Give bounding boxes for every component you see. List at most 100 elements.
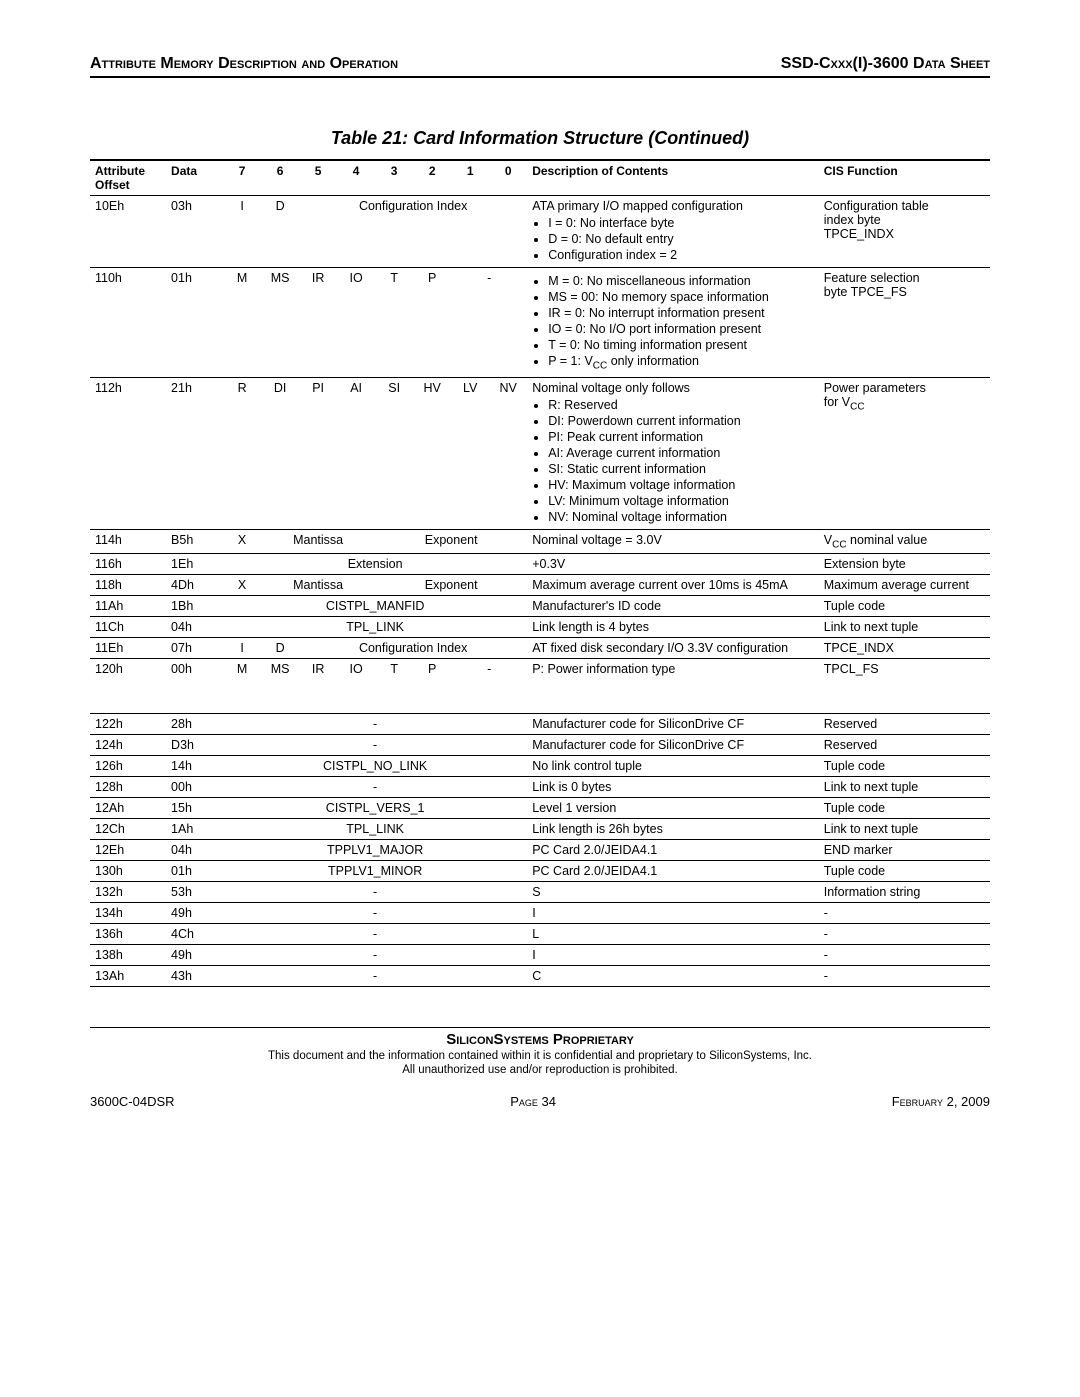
cis-text: Feature selection bbox=[824, 271, 920, 285]
cell-desc: M = 0: No miscellaneous information MS =… bbox=[527, 268, 819, 378]
cell-bits: TPL_LINK bbox=[223, 819, 527, 840]
cell-cis: Reserved bbox=[819, 714, 990, 735]
cell-data: 04h bbox=[166, 840, 223, 861]
table-row: 132h53h-SInformation string bbox=[90, 882, 990, 903]
list-item: IO = 0: No I/O port information present bbox=[548, 322, 814, 336]
cell-offset: 10Eh bbox=[90, 196, 166, 268]
cell-bit: P bbox=[413, 268, 451, 378]
header-left: Attribute Memory Description and Operati… bbox=[90, 55, 398, 73]
subscript: CC bbox=[850, 401, 864, 412]
header-right: SSD-Cxxx(I)-3600 Data Sheet bbox=[781, 55, 990, 73]
cell-bits: - bbox=[223, 945, 527, 966]
page-header: Attribute Memory Description and Operati… bbox=[90, 55, 990, 78]
table-row: 134h49h-I- bbox=[90, 903, 990, 924]
table-row: 11Eh 07h I D Configuration Index AT fixe… bbox=[90, 638, 990, 659]
cell-offset: 132h bbox=[90, 882, 166, 903]
cell-bits: - bbox=[223, 903, 527, 924]
cell-bits: Configuration Index bbox=[299, 196, 527, 268]
cell-cis: Reserved bbox=[819, 735, 990, 756]
cell-bits: - bbox=[223, 735, 527, 756]
table-row: 124hD3h-Manufacturer code for SiliconDri… bbox=[90, 735, 990, 756]
table-row: 110h 01h M MS IR IO T P - M = 0: No misc… bbox=[90, 268, 990, 378]
table-row: 13Ah43h-C- bbox=[90, 966, 990, 987]
cell-offset: 11Ah bbox=[90, 596, 166, 617]
cell-data: 01h bbox=[166, 861, 223, 882]
cell-bit: DI bbox=[261, 377, 299, 529]
table-row: 120h 00h M MS IR IO T P - P: Power infor… bbox=[90, 659, 990, 714]
table-row: 12Ah15hCISTPL_VERS_1Level 1 versionTuple… bbox=[90, 798, 990, 819]
cell-data: 53h bbox=[166, 882, 223, 903]
cell-cis: Tuple code bbox=[819, 596, 990, 617]
cell-cis: - bbox=[819, 903, 990, 924]
col-b7: 7 bbox=[223, 160, 261, 196]
cell-bit: T bbox=[375, 659, 413, 714]
page-footer: 3600C-04DSR Page 34 February 2, 2009 bbox=[90, 1094, 990, 1109]
col-b4: 4 bbox=[337, 160, 375, 196]
cell-offset: 11Eh bbox=[90, 638, 166, 659]
cell-offset: 126h bbox=[90, 756, 166, 777]
cell-bits: - bbox=[223, 714, 527, 735]
cell-bits: Exponent bbox=[375, 575, 527, 596]
table-row: 116h 1Eh Extension +0.3V Extension byte bbox=[90, 554, 990, 575]
cell-bit: R bbox=[223, 377, 261, 529]
cell-data: 07h bbox=[166, 638, 223, 659]
cell-offset: 13Ah bbox=[90, 966, 166, 987]
cell-offset: 122h bbox=[90, 714, 166, 735]
cell-bit: PI bbox=[299, 377, 337, 529]
cell-bit: X bbox=[223, 529, 261, 554]
footer-left: 3600C-04DSR bbox=[90, 1094, 175, 1109]
cell-desc: Link is 0 bytes bbox=[527, 777, 819, 798]
cell-desc: ATA primary I/O mapped configuration I =… bbox=[527, 196, 819, 268]
cell-cis: Configuration table index byte TPCE_INDX bbox=[819, 196, 990, 268]
cell-bit: M bbox=[223, 659, 261, 714]
cell-cis: TPCL_FS bbox=[819, 659, 990, 714]
cell-bits: Mantissa bbox=[261, 529, 375, 554]
cell-desc: P: Power information type bbox=[527, 659, 819, 714]
cis-text: byte TPCE_FS bbox=[824, 285, 907, 299]
cell-cis: Tuple code bbox=[819, 756, 990, 777]
cell-data: 14h bbox=[166, 756, 223, 777]
table-row: 138h49h-I- bbox=[90, 945, 990, 966]
cell-bits: Configuration Index bbox=[299, 638, 527, 659]
cell-offset: 134h bbox=[90, 903, 166, 924]
cell-bit: P bbox=[413, 659, 451, 714]
col-offset: Attribute Offset bbox=[90, 160, 166, 196]
cis-text: Power parameters bbox=[824, 381, 926, 395]
cell-cis: Feature selection byte TPCE_FS bbox=[819, 268, 990, 378]
cell-bits: - bbox=[223, 882, 527, 903]
cell-offset: 12Ch bbox=[90, 819, 166, 840]
cell-desc: I bbox=[527, 903, 819, 924]
cell-bit: HV bbox=[413, 377, 451, 529]
cell-bits: CISTPL_MANFID bbox=[223, 596, 527, 617]
proprietary-text: This document and the information contai… bbox=[90, 1050, 990, 1062]
cell-data: 00h bbox=[166, 777, 223, 798]
cell-data: 15h bbox=[166, 798, 223, 819]
cell-offset: 120h bbox=[90, 659, 166, 714]
list-item: MS = 00: No memory space information bbox=[548, 290, 814, 304]
cell-offset: 130h bbox=[90, 861, 166, 882]
table-row: 11Ch 04h TPL_LINK Link length is 4 bytes… bbox=[90, 617, 990, 638]
table-row: 12Eh04hTPPLV1_MAJORPC Card 2.0/JEIDA4.1E… bbox=[90, 840, 990, 861]
cell-offset: 12Ah bbox=[90, 798, 166, 819]
table-row: 126h14hCISTPL_NO_LINKNo link control tup… bbox=[90, 756, 990, 777]
cell-cis: Link to next tuple bbox=[819, 819, 990, 840]
cell-cis: Maximum average current bbox=[819, 575, 990, 596]
col-b0: 0 bbox=[489, 160, 527, 196]
cell-data: 00h bbox=[166, 659, 223, 714]
cell-bit: X bbox=[223, 575, 261, 596]
cell-cis: TPCE_INDX bbox=[819, 638, 990, 659]
subscript: CC bbox=[593, 361, 607, 372]
col-b6: 6 bbox=[261, 160, 299, 196]
cell-offset: 114h bbox=[90, 529, 166, 554]
table-row: 118h 4Dh X Mantissa Exponent Maximum ave… bbox=[90, 575, 990, 596]
cell-bit: I bbox=[223, 638, 261, 659]
cis-text: nominal value bbox=[847, 533, 928, 547]
list-item: IR = 0: No interrupt information present bbox=[548, 306, 814, 320]
cell-bits: TPPLV1_MINOR bbox=[223, 861, 527, 882]
cell-desc: No link control tuple bbox=[527, 756, 819, 777]
cell-desc: Manufacturer's ID code bbox=[527, 596, 819, 617]
list-item: R: Reserved bbox=[548, 398, 814, 412]
cell-bit: M bbox=[223, 268, 261, 378]
col-b1: 1 bbox=[451, 160, 489, 196]
cell-desc: PC Card 2.0/JEIDA4.1 bbox=[527, 840, 819, 861]
